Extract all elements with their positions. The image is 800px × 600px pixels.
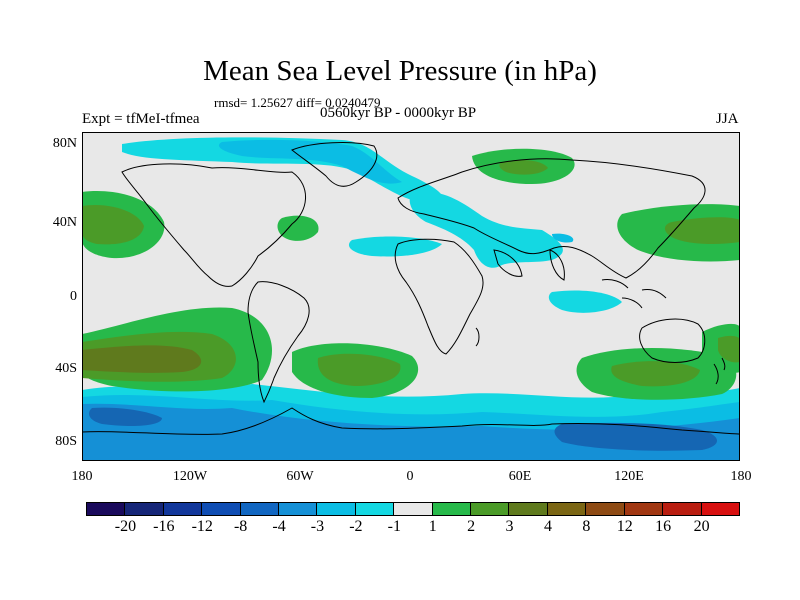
colorbar-segment — [162, 502, 203, 516]
negative-anomaly-fields — [82, 137, 740, 461]
positive-anomaly-fields — [82, 148, 740, 400]
south-indian-low — [548, 290, 622, 313]
colorbar-label: 3 — [505, 518, 514, 535]
colorbar-label: -20 — [114, 518, 137, 535]
colorbar-segment — [354, 502, 395, 516]
lon-label-60w: 60W — [286, 469, 314, 484]
map-title: Mean Sea Level Pressure (in hPa) — [203, 55, 597, 87]
colorbar-label: 1 — [428, 518, 437, 535]
colorbar-segment — [316, 502, 356, 516]
antarctic-core-west — [89, 407, 162, 426]
colorbar-label: 2 — [467, 518, 476, 535]
colorbar-segment — [585, 502, 625, 516]
north-atlantic-high — [277, 215, 319, 241]
colorbar-label: -12 — [191, 518, 213, 535]
lon-label-180w: 180 — [71, 469, 93, 484]
africa-coast — [394, 238, 484, 355]
colorbar-segment — [700, 502, 740, 516]
lon-label-120e: 120E — [614, 469, 644, 484]
colorbar-label: -4 — [272, 518, 286, 535]
colorbar-segment — [393, 502, 433, 516]
colorbar-segment — [431, 502, 472, 516]
colorbar-segment — [124, 502, 164, 516]
colorbar-label: 4 — [543, 518, 552, 535]
map-frame — [82, 132, 740, 461]
southeast-asia-islands — [601, 279, 667, 309]
colorbar-label: 8 — [582, 518, 591, 535]
south-america-coast — [247, 281, 310, 404]
colorbar-label: -8 — [233, 518, 248, 535]
colorbar-label: 12 — [616, 518, 633, 535]
lon-label-120w: 120W — [172, 469, 208, 484]
south-pacific-high-core — [82, 345, 202, 373]
lat-label-80n: 80N — [52, 136, 77, 151]
colorbar-segment — [508, 502, 548, 516]
new-zealand-coast — [713, 357, 726, 385]
south-indian-high-core — [611, 361, 700, 387]
siberia-high-core — [499, 160, 548, 175]
rmsd-diff-stats: rmsd= 1.25627 diff= 0.0240479 — [214, 95, 381, 110]
colorbar-segment — [470, 502, 510, 516]
lat-label-40n: 40N — [52, 215, 77, 230]
north-pacific-high-east-core — [664, 217, 740, 244]
colorbar-segment — [278, 502, 318, 516]
lon-label-180e: 180 — [730, 469, 752, 484]
colorbar-label: -16 — [153, 518, 175, 535]
colorbar-label: 16 — [655, 518, 672, 535]
lat-label-80s: 80S — [55, 434, 77, 449]
greenland-coast — [291, 142, 378, 187]
lon-label-60e: 60E — [508, 469, 532, 484]
colorbar-label: -1 — [387, 518, 401, 535]
period-label: 0560kyr BP - 0000kyr BP — [320, 105, 477, 121]
lat-label-0: 0 — [70, 289, 77, 304]
pressure-anomaly-map — [82, 132, 740, 461]
coastlines — [82, 142, 740, 435]
north-america-coast — [121, 163, 306, 287]
colorbar-label: -3 — [310, 518, 325, 535]
greenland-low-core — [218, 139, 402, 184]
colorbar-segment — [662, 502, 702, 516]
season-label: JJA — [716, 111, 739, 127]
lon-label-0: 0 — [406, 469, 414, 484]
eurasia-coast — [397, 158, 706, 279]
southwest-pacific-high-core — [718, 335, 740, 363]
australia-coast — [639, 318, 706, 363]
experiment-label: Expt = tfMeI-tfmea — [82, 111, 200, 127]
colorbar-label: -2 — [349, 518, 363, 535]
madagascar-coast — [475, 327, 480, 347]
colorbar-label: 20 — [693, 518, 710, 535]
colorbar-segment — [623, 502, 664, 516]
colorbar-segment — [201, 502, 241, 516]
north-pacific-high-west-core — [82, 204, 144, 245]
colorbar — [86, 502, 740, 516]
colorbar-segment — [239, 502, 280, 516]
southern-ocean-band-deep — [82, 403, 740, 461]
colorbar-segment — [86, 502, 126, 516]
antarctica-coast — [82, 407, 740, 435]
arabia-india-coast — [493, 249, 565, 281]
lat-label-40s: 40S — [55, 361, 77, 376]
asia-small-low — [552, 233, 574, 243]
colorbar-segment — [546, 502, 587, 516]
map-panel: 80N 40N 0 40S 80S — [53, 132, 740, 461]
south-atlantic-high-core — [317, 353, 401, 386]
atlantic-low-strip — [348, 236, 442, 257]
europe-asia-low — [409, 191, 563, 268]
